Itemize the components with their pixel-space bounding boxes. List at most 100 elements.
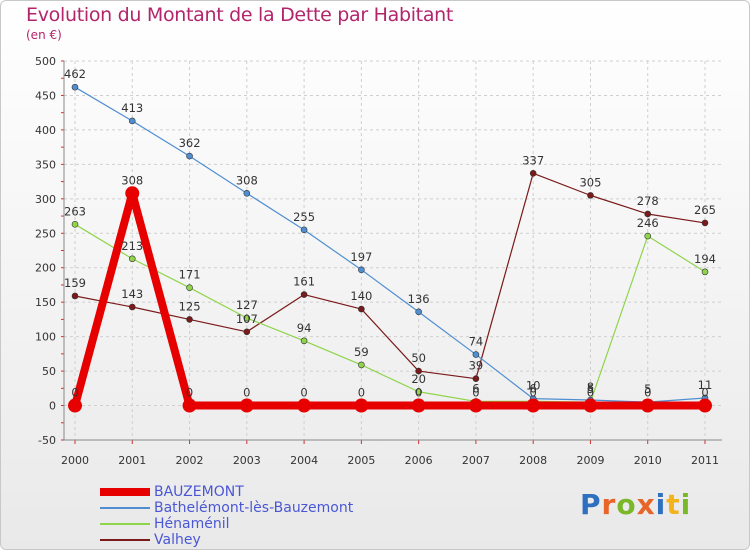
data-point-3 <box>128 303 136 311</box>
data-label-3: 107 <box>236 312 258 326</box>
data-label-3: 50 <box>411 351 426 365</box>
data-label-2: 5 <box>587 382 594 396</box>
data-point-3 <box>243 328 251 336</box>
y-tick-label: 500 <box>35 55 56 68</box>
legend-label-henamenil: Hénaménil <box>154 516 230 532</box>
data-label-3: 305 <box>579 175 601 189</box>
data-point-1 <box>472 351 480 358</box>
data-label-2: 6 <box>472 381 479 395</box>
logo-letter: t <box>666 488 681 521</box>
data-point-2 <box>243 314 251 322</box>
logo-letter: P <box>580 488 602 521</box>
y-tick-label: 250 <box>35 227 56 240</box>
data-label-2: 20 <box>411 372 426 386</box>
data-label-3: 140 <box>350 289 372 303</box>
data-label-2: 171 <box>179 268 201 282</box>
data-label-2: 59 <box>354 345 369 359</box>
y-tick-label: 300 <box>35 193 56 206</box>
data-label-3: 39 <box>469 359 484 373</box>
legend-item-bathelemont: Bathelémont-lès-Bauzemont <box>100 500 353 516</box>
data-point-3 <box>71 292 79 300</box>
data-point-1 <box>300 226 308 234</box>
data-point-3 <box>415 367 422 375</box>
data-label-1: 74 <box>469 335 484 349</box>
legend-swatch-valhey <box>100 539 150 541</box>
legend-label-valhey: Valhey <box>154 532 201 548</box>
legend-label-bathelemont: Bathelémont-lès-Bauzemont <box>154 500 354 516</box>
data-label-0: 0 <box>71 386 78 400</box>
data-point-3 <box>701 219 709 227</box>
data-label-3: 125 <box>179 299 201 313</box>
data-point-0 <box>297 398 312 413</box>
series-line-3 <box>74 172 706 380</box>
data-point-2 <box>128 255 136 263</box>
legend-swatch-bauzemont <box>100 488 150 496</box>
x-tick-label: 2003 <box>233 454 261 467</box>
y-tick-label: 450 <box>35 89 56 102</box>
data-label-1: 136 <box>408 292 430 306</box>
data-label-0: 308 <box>121 173 143 187</box>
series-line-1 <box>74 86 706 403</box>
data-point-0 <box>239 398 254 413</box>
data-label-1: 10 <box>526 379 541 393</box>
data-label-2: 213 <box>121 239 143 253</box>
logo-letter: r <box>601 488 617 521</box>
legend-item-bauzemont: BAUZEMONT <box>100 484 353 500</box>
data-label-1: 362 <box>179 136 201 150</box>
data-label-3: 337 <box>522 153 544 167</box>
data-point-1 <box>71 83 79 91</box>
legend-item-henamenil: Hénaménil <box>100 516 353 532</box>
data-label-1: 462 <box>64 67 86 81</box>
data-label-0: 0 <box>300 386 307 400</box>
data-label-3: 159 <box>64 276 86 290</box>
y-tick-label: -50 <box>38 434 56 447</box>
data-point-3 <box>186 316 193 323</box>
data-point-2 <box>71 221 79 228</box>
data-label-1: 413 <box>121 101 143 115</box>
data-label-0: 0 <box>415 386 422 400</box>
data-label-0: 0 <box>701 386 708 400</box>
plot-area <box>64 61 722 440</box>
chart-legend: BAUZEMONT Bathelémont-lès-Bauzemont Héna… <box>100 484 353 548</box>
data-point-0 <box>526 398 541 413</box>
y-tick-label: 50 <box>42 365 56 378</box>
y-tick-label: 350 <box>35 158 56 171</box>
data-label-2: 94 <box>297 321 312 335</box>
data-point-2 <box>644 232 652 240</box>
logo-letter: x <box>636 488 656 521</box>
data-label-3: 143 <box>121 287 143 301</box>
legend-label-bauzemont: BAUZEMONT <box>154 484 244 500</box>
data-point-1 <box>358 266 365 274</box>
data-label-0: 0 <box>530 386 537 400</box>
data-point-0 <box>640 398 655 413</box>
x-tick-label: 2005 <box>347 454 375 467</box>
data-point-0 <box>68 398 82 413</box>
data-label-2: 263 <box>64 204 86 218</box>
x-tick-label: 2008 <box>519 454 547 467</box>
logo-letter: o <box>616 488 637 521</box>
legend-swatch-henamenil <box>100 523 150 525</box>
data-label-3: 278 <box>637 194 659 208</box>
data-point-3 <box>358 305 365 313</box>
data-label-0: 0 <box>243 386 250 400</box>
y-tick-label: 100 <box>35 331 56 344</box>
data-point-1 <box>243 190 251 197</box>
x-tick-label: 2006 <box>405 454 433 467</box>
data-point-0 <box>354 398 369 413</box>
x-tick-label: 2007 <box>462 454 490 467</box>
data-point-1 <box>186 152 193 160</box>
chart-unit-label: (en €) <box>26 28 62 42</box>
data-label-2: 127 <box>236 298 258 312</box>
proxiti-logo: Proxiti <box>580 488 691 521</box>
data-label-1: 8 <box>587 380 594 394</box>
series-line-2 <box>74 223 706 403</box>
data-point-3 <box>472 375 480 382</box>
data-label-0: 0 <box>472 386 479 400</box>
y-tick-label: 400 <box>35 124 56 137</box>
data-point-2 <box>701 268 709 276</box>
chart-title: Evolution du Montant de la Dette par Hab… <box>26 4 454 26</box>
data-label-1: 197 <box>350 250 372 264</box>
data-point-0 <box>182 398 197 413</box>
data-point-2 <box>300 337 308 345</box>
